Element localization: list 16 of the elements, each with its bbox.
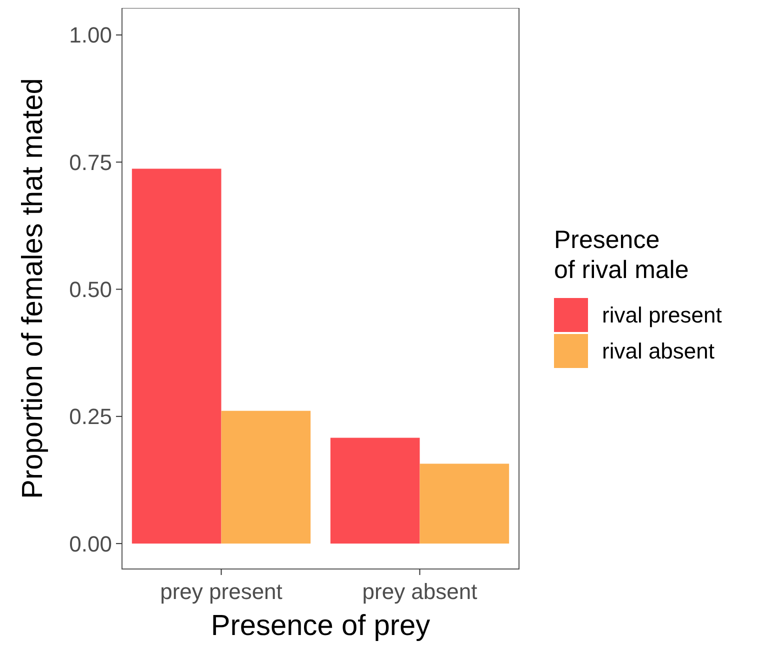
bar	[420, 464, 510, 544]
y-tick-label: 0.75	[69, 150, 112, 175]
bar	[132, 168, 222, 544]
y-tick-label: 0.25	[69, 404, 112, 430]
y-axis-title: Proportion of females that mated	[17, 78, 49, 499]
y-tick-label: 1.00	[69, 22, 112, 48]
bar	[221, 410, 311, 544]
x-axis-title: Presence of prey	[210, 610, 431, 642]
x-tick-label: prey present	[160, 579, 282, 604]
legend-title: Presence of rival male	[554, 226, 689, 284]
x-tick-label: prey absent	[362, 579, 478, 604]
legend-label: rival absent	[602, 338, 715, 364]
y-tick-label: 0.50	[69, 276, 112, 302]
legend-label: rival present	[602, 302, 722, 328]
bar	[330, 438, 420, 544]
y-tick-label: 0.00	[69, 531, 112, 556]
